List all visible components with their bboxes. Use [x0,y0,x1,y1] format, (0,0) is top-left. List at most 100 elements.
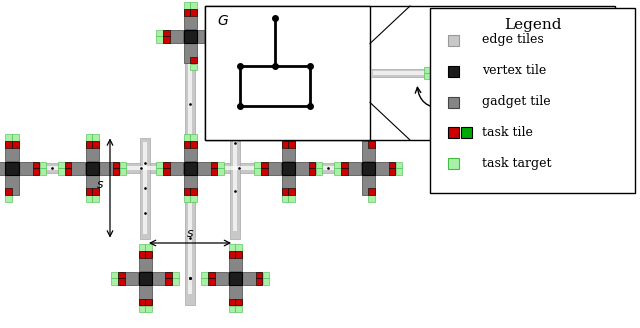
Bar [228,272,241,284]
Bar [235,251,241,257]
Bar [190,56,196,63]
Bar [449,49,461,67]
Bar [93,166,188,170]
Bar [448,96,459,108]
Bar [201,272,207,278]
Bar [282,195,288,202]
Bar [574,67,586,79]
Bar [166,278,172,284]
Bar [341,168,348,174]
Bar [145,251,152,257]
Bar [474,67,479,73]
Bar [255,272,262,278]
Bar [228,285,241,305]
Bar [598,67,605,73]
Bar [197,161,217,174]
Bar [449,92,455,97]
Bar [92,189,99,195]
Bar [556,67,573,79]
Bar [586,67,605,79]
Text: task tile: task tile [482,127,533,139]
Bar [184,175,196,195]
Bar [288,141,294,148]
Bar [282,134,288,140]
Bar [188,163,291,173]
Bar [65,168,72,174]
Bar [449,79,461,97]
Bar [461,128,472,138]
Bar [138,285,152,305]
Bar [282,141,294,161]
Bar [262,272,269,278]
Bar [33,161,39,168]
Bar [316,168,322,174]
Bar [316,161,322,168]
Bar [163,30,170,36]
Bar [12,134,19,140]
Bar [184,2,190,9]
Bar [282,141,288,148]
Bar [156,36,163,43]
Bar [19,161,39,174]
Bar [191,166,286,170]
Bar [184,189,190,195]
Bar [33,168,39,174]
Bar [113,161,119,168]
Bar [173,278,179,284]
Bar [534,69,573,77]
Bar [163,36,170,43]
Bar [163,30,183,43]
Bar [118,272,138,284]
Bar [574,49,586,67]
Bar [0,161,5,174]
Bar [235,298,241,305]
Bar [228,251,241,271]
Bar [448,128,459,138]
Bar [574,79,586,97]
Bar [197,30,217,43]
Bar [190,141,196,148]
Bar [138,251,145,257]
Bar [254,161,260,168]
Bar [334,161,340,168]
Bar [184,195,190,202]
Bar [362,161,374,174]
Bar [211,161,217,168]
Text: $G$: $G$ [217,14,229,28]
Bar [65,161,72,168]
Bar [86,134,92,140]
Bar [288,189,294,195]
Bar [228,251,235,257]
Bar [120,161,126,168]
Bar [235,305,241,312]
Bar [375,161,395,174]
Bar [118,272,125,278]
Bar [140,137,150,238]
Bar [173,272,179,278]
Bar [580,92,586,97]
Bar [184,161,196,174]
Bar [138,298,145,305]
Bar [218,30,224,36]
Bar [430,8,635,193]
Bar [6,141,12,148]
Text: edge tiles: edge tiles [482,33,544,47]
Bar [448,158,459,170]
Text: task target: task target [482,157,552,171]
Bar [396,161,402,168]
Bar [86,141,92,148]
Bar [334,168,340,174]
Bar [235,244,241,251]
Bar [580,49,586,54]
Bar [138,305,145,312]
Bar [184,43,196,63]
Bar [120,168,126,174]
Bar [242,272,262,284]
Bar [86,189,92,195]
Bar [6,195,12,202]
Bar [211,168,217,174]
Bar [211,30,217,36]
Bar [556,67,561,73]
Bar [218,168,224,174]
Bar [189,276,191,280]
